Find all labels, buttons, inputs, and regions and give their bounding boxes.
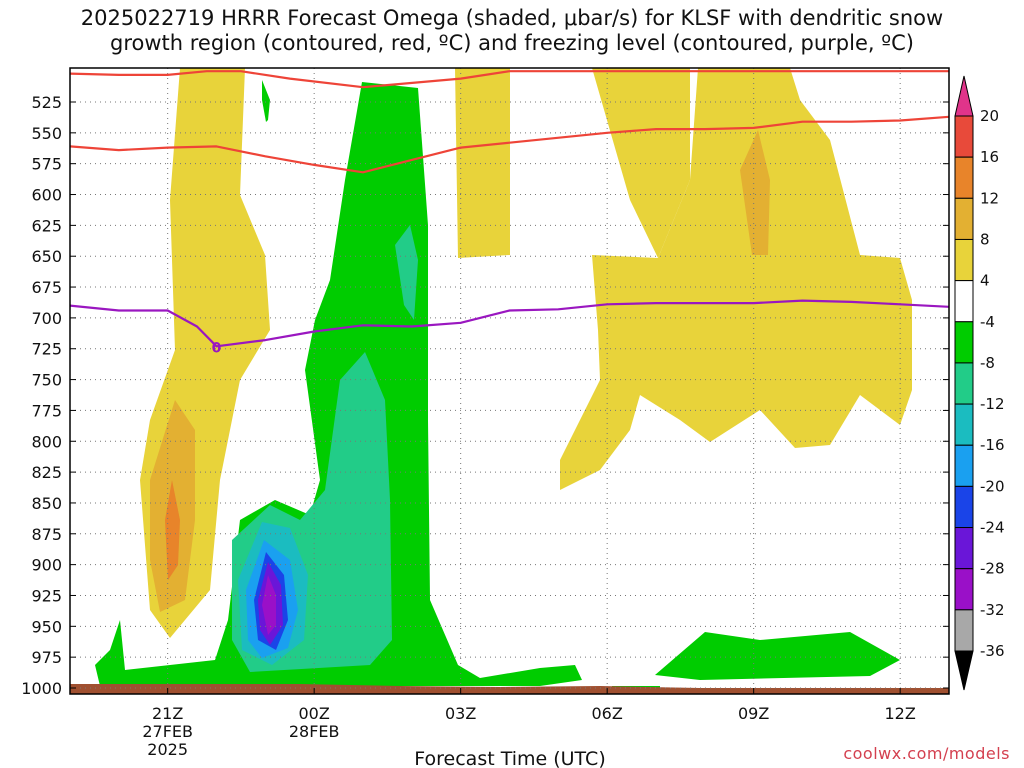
colorbar-box--24 bbox=[954, 485, 974, 529]
xtick-date-21Z: 27FEB bbox=[142, 722, 193, 741]
ytick-label-725: 725 bbox=[31, 340, 62, 359]
colorbar-box--28 bbox=[954, 527, 974, 570]
colorbar-label--4: -4 bbox=[980, 313, 995, 331]
colorbar-label--28: -28 bbox=[980, 560, 1005, 578]
yellow-band-06z-12z bbox=[560, 68, 912, 490]
ytick-label-575: 575 bbox=[31, 155, 62, 174]
colorbar-box--16 bbox=[954, 403, 974, 446]
colorbar-box--20 bbox=[954, 444, 974, 487]
ytick-label-1000: 1000 bbox=[21, 679, 62, 698]
green-near-surface-09z bbox=[655, 632, 900, 680]
ytick-label-525: 525 bbox=[31, 93, 62, 112]
colorbar-label--36: -36 bbox=[980, 642, 1005, 660]
colorbar-bottom-arrow bbox=[954, 650, 974, 691]
green-main-region bbox=[95, 82, 582, 686]
ytick-label-825: 825 bbox=[31, 463, 62, 482]
colorbar-box-8 bbox=[954, 197, 974, 240]
contour-lines: 0 bbox=[70, 70, 949, 356]
colorbar-label-12: 12 bbox=[980, 189, 999, 207]
ytick-label-700: 700 bbox=[31, 309, 62, 328]
orange-core-21z bbox=[165, 480, 180, 580]
ytick-label-975: 975 bbox=[31, 648, 62, 667]
title-line-1: 2025022719 HRRR Forecast Omega (shaded, … bbox=[80, 6, 944, 30]
xtick-label-03Z: 03Z bbox=[445, 704, 476, 723]
colorbar-label--12: -12 bbox=[980, 395, 1005, 413]
ytick-label-650: 650 bbox=[31, 247, 62, 266]
xtick-label-12Z: 12Z bbox=[885, 704, 916, 723]
gold-core-09z bbox=[740, 130, 770, 255]
xtick-label-06Z: 06Z bbox=[592, 704, 623, 723]
contour-label-freezing_level_0C: 0 bbox=[212, 340, 222, 356]
ytick-label-675: 675 bbox=[31, 278, 62, 297]
colorbar-box--8 bbox=[954, 321, 974, 364]
colorbar-label--20: -20 bbox=[980, 477, 1005, 495]
colorbar-box-16 bbox=[954, 115, 974, 158]
colorbar-label-20: 20 bbox=[980, 107, 999, 125]
contour-freezing_level_0C bbox=[70, 299, 949, 348]
contour-dendritic_lower_-12C bbox=[70, 115, 949, 174]
green-sliver bbox=[262, 80, 270, 122]
chart-title: 2025022719 HRRR Forecast Omega (shaded, … bbox=[0, 6, 1024, 56]
xtick-label-21Z: 21Z bbox=[152, 704, 183, 723]
colorbar-label--24: -24 bbox=[980, 519, 1005, 537]
ytick-label-750: 750 bbox=[31, 371, 62, 390]
colorbar-box-4 bbox=[954, 238, 974, 282]
xtick-label-00Z: 00Z bbox=[299, 704, 330, 723]
yellow-band-06z-upper bbox=[585, 68, 690, 258]
xtick-date-00Z: 28FEB bbox=[289, 722, 340, 741]
site-credit: coolwx.com/models bbox=[843, 744, 1010, 763]
colorbar-label-4: 4 bbox=[980, 272, 990, 290]
ytick-label-950: 950 bbox=[31, 617, 62, 636]
xtick-year-21Z: 2025 bbox=[147, 740, 188, 759]
ytick-label-625: 625 bbox=[31, 216, 62, 235]
y-axis-ticks: 525 550 575 600 625 650 675 700 725 750 775 800 825 8… bbox=[21, 93, 949, 698]
colorbar-box--32 bbox=[954, 568, 974, 611]
omega-shading bbox=[70, 68, 949, 694]
yellow-band-02z bbox=[455, 68, 510, 258]
contour-dendritic_upper_-18C bbox=[70, 70, 949, 89]
x-axis-label: Forecast Time (UTC) bbox=[414, 748, 605, 768]
ytick-label-550: 550 bbox=[31, 124, 62, 143]
purple-core-23z bbox=[262, 575, 276, 635]
ytick-label-775: 775 bbox=[31, 401, 62, 420]
ytick-label-925: 925 bbox=[31, 586, 62, 605]
ytick-label-900: 900 bbox=[31, 556, 62, 575]
colorbar-label-16: 16 bbox=[980, 148, 999, 166]
xtick-label-09Z: 09Z bbox=[738, 704, 769, 723]
colorbar-label--16: -16 bbox=[980, 436, 1005, 454]
colorbar-box--4 bbox=[954, 280, 974, 323]
colorbar-box-12 bbox=[954, 156, 974, 199]
ytick-label-850: 850 bbox=[31, 494, 62, 513]
ytick-label-600: 600 bbox=[31, 186, 62, 205]
colorbar-label--32: -32 bbox=[980, 601, 1005, 619]
teal-region-upper bbox=[395, 225, 418, 320]
ytick-label-875: 875 bbox=[31, 525, 62, 544]
ytick-label-800: 800 bbox=[31, 432, 62, 451]
colorbar-box--36 bbox=[954, 609, 974, 652]
colorbar-label-8: 8 bbox=[980, 230, 990, 248]
colorbar-label--8: -8 bbox=[980, 354, 995, 372]
title-line-2: growth region (contoured, red, ºC) and f… bbox=[110, 31, 914, 55]
plot-frame bbox=[69, 67, 950, 695]
colorbar-top-arrow bbox=[954, 75, 974, 117]
terrain-strip bbox=[70, 684, 949, 694]
colorbar-box--12 bbox=[954, 362, 974, 405]
colorbar: 20 16 12 8 4 -4 -8 -12 -16 -20 -24 -28 -32 -36 bbox=[954, 75, 1005, 691]
